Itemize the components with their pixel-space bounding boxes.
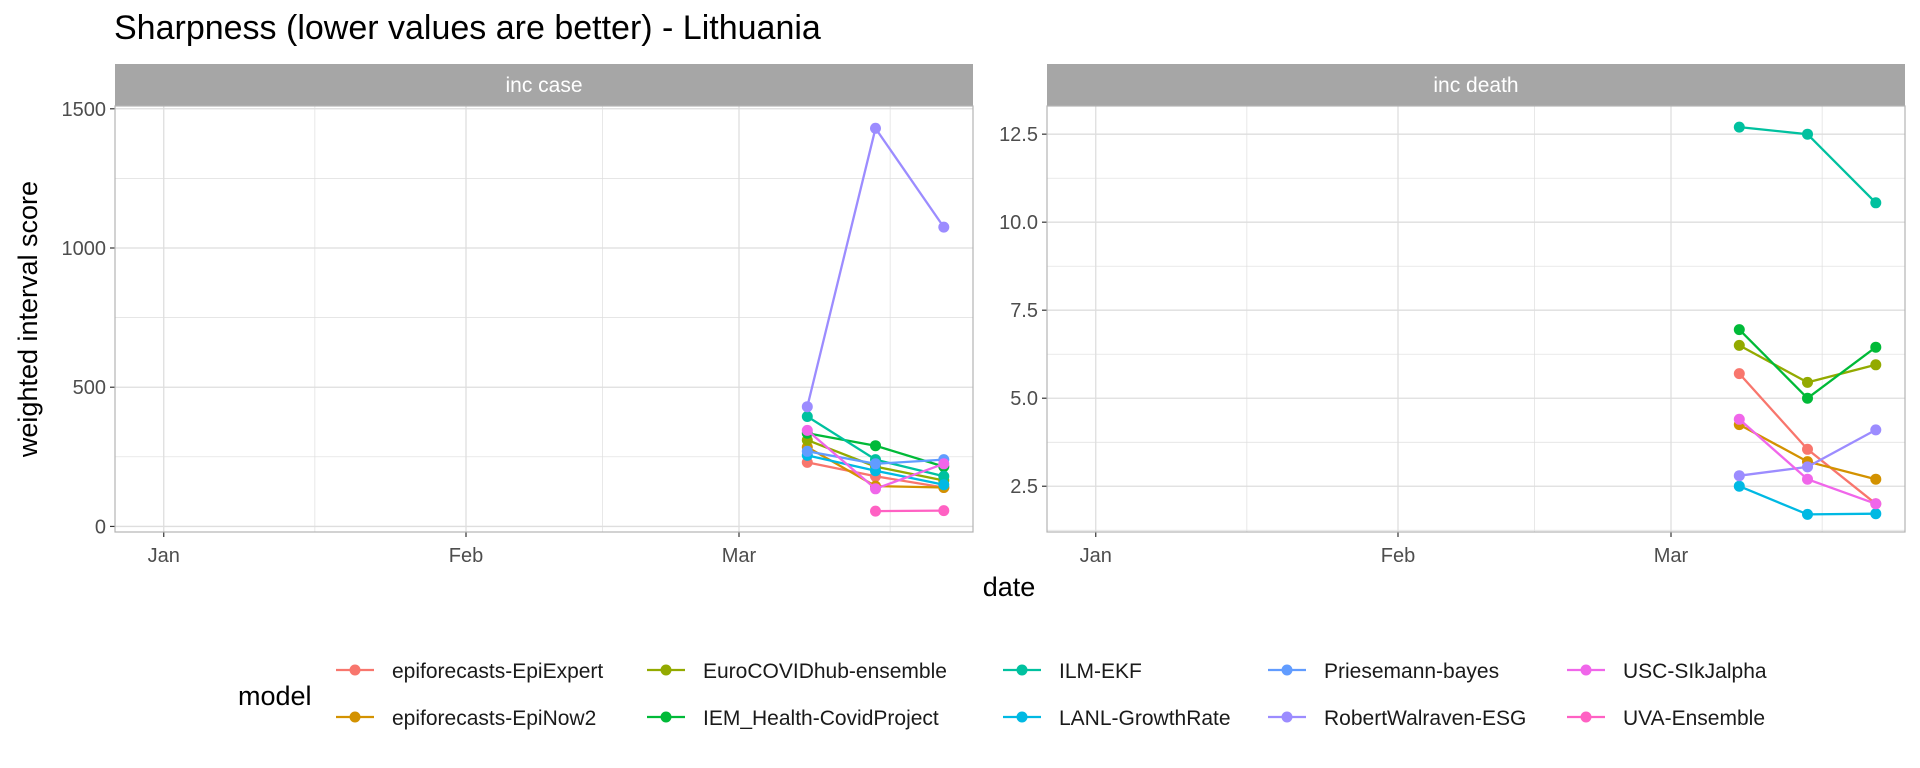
data-point-uva-ensemble (870, 505, 881, 517)
data-point-epiforecasts-epinow2 (1870, 473, 1882, 485)
data-point-robertwalraven-esg (870, 122, 881, 134)
legend-key-point (1016, 711, 1028, 723)
panel-inc-case: inc case 0 500 1000 1500 Jan Feb Mar (62, 64, 974, 567)
data-point-robertwalraven-esg (1802, 461, 1813, 473)
data-point-uva-ensemble (938, 505, 950, 517)
data-point-ilm-ekf (938, 470, 950, 482)
data-point-robertwalraven-esg (1733, 470, 1745, 482)
legend-title: model (238, 681, 312, 711)
data-point-iem-health-covidproject (1802, 392, 1813, 404)
data-point-eurocovidhub-ensemble (1870, 359, 1882, 371)
panel-strip (1047, 64, 1905, 106)
data-point-robertwalraven-esg (938, 221, 950, 233)
legend-item: ILM-EKF (1003, 660, 1142, 683)
data-point-usc-sikjalpha (1733, 413, 1745, 425)
data-point-ilm-ekf (1802, 128, 1813, 140)
data-point-priesemann-bayes (801, 445, 813, 457)
data-point-lanl-growthrate (1733, 480, 1745, 492)
x-tick-label: Jan (1080, 545, 1112, 567)
legend-item: EuroCOVIDhub-ensemble (647, 660, 947, 683)
legend-item: epiforecasts-EpiNow2 (336, 707, 596, 730)
legend-label: LANL-GrowthRate (1059, 707, 1231, 730)
data-point-epiforecasts-epiexpert (1733, 368, 1745, 380)
data-point-iem-health-covidproject (870, 440, 881, 452)
legend-item: USC-SIkJalpha (1567, 660, 1767, 683)
x-tick-label: Mar (722, 545, 757, 567)
data-point-eurocovidhub-ensemble (1802, 376, 1813, 388)
legend-label: epiforecasts-EpiExpert (392, 660, 603, 683)
data-point-ilm-ekf (1870, 197, 1882, 209)
data-point-lanl-growthrate (1802, 508, 1813, 520)
data-point-iem-health-covidproject (1870, 341, 1882, 353)
x-axis-title: date (983, 572, 1036, 602)
y-tick-label: 0 (95, 516, 106, 538)
data-point-priesemann-bayes (870, 458, 881, 470)
y-tick-label: 1000 (62, 238, 107, 260)
panel-border (1046, 105, 1906, 533)
data-point-ilm-ekf (1733, 121, 1745, 133)
legend-item: RobertWalraven-ESG (1268, 707, 1526, 730)
y-tick-label: 7.5 (1010, 300, 1038, 322)
data-point-robertwalraven-esg (801, 401, 813, 413)
data-point-usc-sikjalpha (1870, 498, 1882, 510)
data-point-eurocovidhub-ensemble (1733, 339, 1745, 351)
legend-label: IEM_Health-CovidProject (703, 707, 939, 730)
y-tick-label: 5.0 (1010, 388, 1038, 410)
panel-strip (115, 64, 973, 106)
data-point-usc-sikjalpha (870, 483, 881, 495)
y-tick-label: 1500 (62, 99, 107, 121)
y-tick-label: 12.5 (999, 124, 1038, 146)
legend-item: IEM_Health-CovidProject (647, 707, 939, 730)
legend-item: LANL-GrowthRate (1003, 707, 1231, 730)
legend-item: Priesemann-bayes (1268, 660, 1499, 683)
legend-key-point (1281, 664, 1293, 676)
x-tick-label: Mar (1654, 545, 1689, 567)
data-point-ilm-ekf (801, 411, 813, 422)
data-point-usc-sikjalpha (801, 424, 813, 436)
panel-strip-label: inc death (1433, 74, 1518, 97)
legend-key-point (660, 664, 672, 676)
legend-key-point (1580, 664, 1592, 676)
y-tick-label: 2.5 (1010, 476, 1038, 498)
legend-key-point (1281, 711, 1293, 723)
data-point-iem-health-covidproject (1733, 324, 1745, 336)
legend-key-point (349, 664, 361, 676)
legend-item: epiforecasts-EpiExpert (336, 660, 603, 683)
x-tick-label: Feb (1381, 545, 1415, 567)
x-tick-label: Jan (148, 545, 180, 567)
legend-key-point (1580, 711, 1592, 723)
series-line-uva-ensemble (875, 509, 944, 513)
chart-title: Sharpness (lower values are better) - Li… (114, 9, 821, 47)
legend-label: UVA-Ensemble (1623, 707, 1765, 730)
legend-key-point (1016, 664, 1028, 676)
legend-label: epiforecasts-EpiNow2 (392, 707, 596, 730)
legend-label: EuroCOVIDhub-ensemble (703, 660, 947, 683)
data-point-lanl-growthrate (938, 479, 950, 491)
x-tick-label: Feb (449, 545, 483, 567)
y-axis-title: weighted interval score (13, 181, 43, 458)
legend-label: Priesemann-bayes (1324, 660, 1499, 683)
legend-label: RobertWalraven-ESG (1324, 707, 1526, 730)
legend-key-point (349, 711, 361, 723)
legend-key-point (660, 711, 672, 723)
data-point-usc-sikjalpha (1802, 473, 1813, 485)
legend-item: UVA-Ensemble (1567, 707, 1765, 730)
panel-border (114, 105, 974, 533)
panel-strip-label: inc case (505, 74, 582, 97)
legend: model epiforecasts-EpiExpert epiforecasts… (238, 660, 1767, 730)
data-point-robertwalraven-esg (1870, 424, 1882, 436)
y-tick-label: 10.0 (999, 212, 1038, 234)
legend-label: ILM-EKF (1059, 660, 1142, 683)
panel-inc-death: inc death 2.5 5.0 7.5 10.0 12.5 Jan Feb Mar (999, 64, 1906, 567)
data-point-lanl-growthrate (1870, 508, 1882, 520)
y-tick-label: 500 (73, 377, 106, 399)
data-point-usc-sikjalpha (938, 458, 950, 470)
data-point-epiforecasts-epiexpert (1802, 443, 1813, 455)
legend-label: USC-SIkJalpha (1623, 660, 1767, 683)
